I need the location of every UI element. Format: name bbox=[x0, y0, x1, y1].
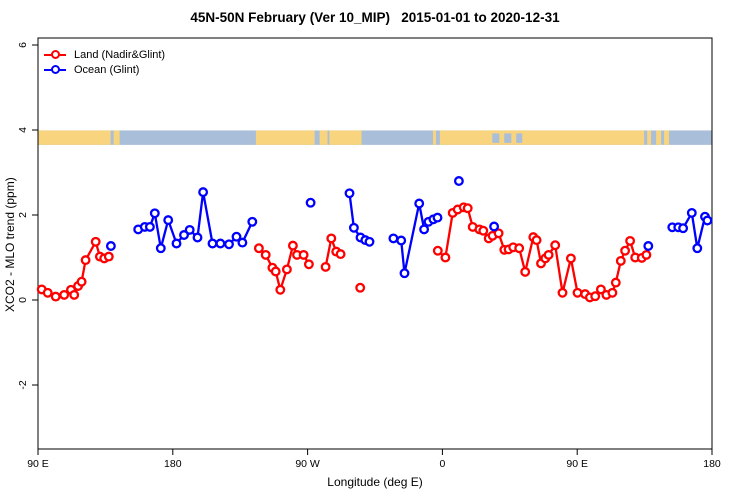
svg-text:6: 6 bbox=[17, 42, 29, 48]
chart-title: 45N-50N February (Ver 10_MIP) 2015-01-01… bbox=[190, 10, 560, 25]
y-axis-label: XCO2 - MLO trend (ppm) bbox=[3, 177, 17, 313]
svg-text:2: 2 bbox=[17, 212, 29, 218]
land-series-swatch bbox=[44, 49, 66, 61]
legend-label-ocean: Ocean (Glint) bbox=[74, 63, 140, 76]
svg-text:180: 180 bbox=[703, 458, 721, 470]
land-circle-marker-icon bbox=[51, 50, 60, 59]
legend-item-ocean: Ocean (Glint) bbox=[44, 62, 165, 77]
ocean-circle-marker-icon bbox=[51, 65, 60, 74]
svg-text:0: 0 bbox=[17, 297, 29, 303]
x-axis-label: Longitude (deg E) bbox=[327, 475, 423, 489]
svg-text:4: 4 bbox=[17, 127, 29, 133]
svg-text:90 E: 90 E bbox=[27, 458, 49, 470]
ocean-series-swatch bbox=[44, 64, 66, 76]
svg-text:0: 0 bbox=[439, 458, 445, 470]
svg-text:90 E: 90 E bbox=[566, 458, 588, 470]
legend: Land (Nadir&Glint) Ocean (Glint) bbox=[44, 47, 165, 77]
legend-item-land: Land (Nadir&Glint) bbox=[44, 47, 165, 62]
legend-label-land: Land (Nadir&Glint) bbox=[74, 48, 166, 61]
svg-text:-2: -2 bbox=[17, 380, 29, 389]
svg-text:90 W: 90 W bbox=[295, 458, 320, 470]
svg-text:180: 180 bbox=[164, 458, 182, 470]
